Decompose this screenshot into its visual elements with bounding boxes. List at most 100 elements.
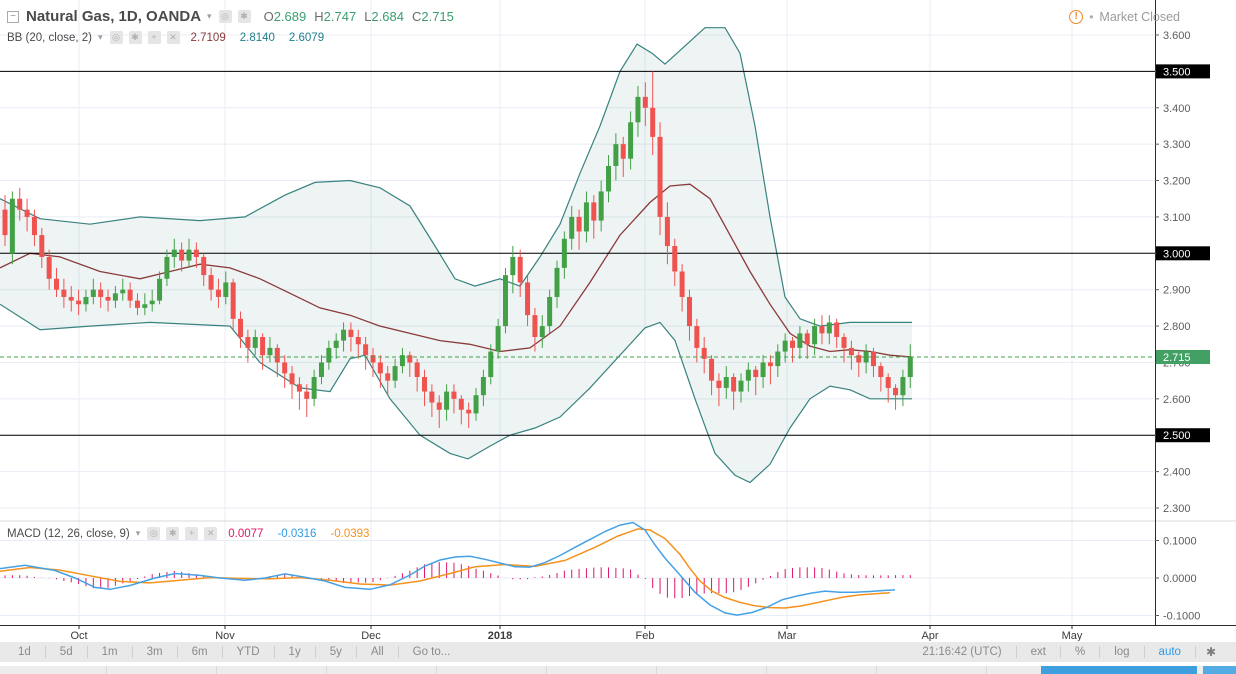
macd-line-value: -0.0316: [277, 527, 317, 540]
range-1m[interactable]: 1m: [101, 646, 118, 658]
time-axis-labels: Oct Nov Dec 2018 Feb Mar Apr May: [70, 625, 1083, 641]
symbol-legend: − Natural Gas, 1D, OANDA ▾ ◎ ✱ O2.689 H2…: [7, 8, 454, 25]
add-icon[interactable]: +: [185, 527, 199, 540]
bottom-toolbar: 1d 5d 1m 3m 6m YTD 1y 5y All Go to... 21…: [0, 642, 1236, 662]
range-ytd[interactable]: YTD: [236, 646, 260, 658]
month-label: May: [1062, 630, 1083, 641]
close-label: C: [411, 9, 422, 24]
high-label: H: [314, 9, 324, 24]
blue-progress-bar-end: [1203, 666, 1236, 674]
price-tick-label: 3.400: [1163, 103, 1191, 115]
month-label: Apr: [921, 630, 938, 641]
clock[interactable]: 21:16:42 (UTC): [922, 646, 1002, 658]
last-price-badge: [1156, 350, 1210, 365]
range-3m[interactable]: 3m: [146, 646, 163, 658]
price-tick-label: 2.900: [1163, 285, 1191, 297]
low-label: L: [364, 9, 372, 24]
bb-title[interactable]: BB (20, close, 2): [7, 31, 93, 44]
add-icon[interactable]: +: [147, 31, 161, 44]
axis-settings: 21:16:42 (UTC) ext % log auto ✱: [908, 645, 1226, 659]
price-levels-layer: [0, 70, 1155, 436]
badge-label: 3.500: [1163, 66, 1191, 78]
divider: [1194, 646, 1196, 658]
ext-toggle[interactable]: ext: [1030, 646, 1046, 658]
collapse-pane-icon[interactable]: −: [7, 10, 19, 23]
price-tick-label: 3.200: [1163, 176, 1191, 188]
bollinger-bands-layer: [0, 27, 913, 484]
status-dot-icon: •: [1089, 10, 1094, 24]
macd-legend: MACD (12, 26, close, 9) ▾ ◎ ✱ + ✕ 0.0077…: [7, 527, 369, 540]
go-to-button[interactable]: Go to...: [412, 646, 451, 658]
market-status-text: Market Closed: [1099, 10, 1180, 24]
divider: [1143, 646, 1145, 658]
range-5y[interactable]: 5y: [329, 646, 342, 658]
auto-toggle[interactable]: auto: [1158, 646, 1181, 658]
close-value: 2.715: [421, 9, 454, 24]
macd-tick-label: -0.1000: [1163, 611, 1200, 623]
axes-layer: [0, 0, 1236, 626]
range-selector: 1d 5d 1m 3m 6m YTD 1y 5y All Go to...: [4, 646, 464, 658]
month-label: Nov: [215, 630, 235, 641]
divider: [1015, 646, 1017, 658]
settings-icon[interactable]: ✱: [237, 10, 251, 23]
ohlc-readout: O2.689 H2.747 L2.684 C2.715: [264, 9, 454, 24]
price-tick-label: 2.400: [1163, 467, 1191, 479]
divider: [314, 646, 316, 658]
low-value: 2.684: [371, 9, 404, 24]
price-level-badge: [1156, 246, 1210, 261]
divider: [44, 646, 46, 658]
divider: [273, 646, 275, 658]
bb-legend: BB (20, close, 2) ▾ ◎ ✱ + ✕ 2.7109 2.814…: [7, 31, 324, 44]
month-label: Oct: [70, 630, 87, 641]
close-icon[interactable]: ✕: [166, 31, 180, 44]
blue-progress-bar: [1041, 666, 1197, 674]
percent-toggle[interactable]: %: [1074, 646, 1086, 658]
bb-basis-value: 2.7109: [190, 31, 226, 44]
high-value: 2.747: [323, 9, 357, 24]
price-tick-label: 3.100: [1163, 212, 1191, 224]
settings-icon[interactable]: ✱: [166, 527, 180, 540]
eye-icon[interactable]: ◎: [218, 10, 232, 23]
bb-lower-value: 2.6079: [288, 31, 325, 44]
price-tick-label: 2.600: [1163, 394, 1191, 406]
candles-layer: [2, 71, 913, 428]
symbol-title[interactable]: Natural Gas, 1D, OANDA: [26, 8, 202, 25]
chart-canvas[interactable]: 3.600 3.500 3.400 3.300 3.200 3.100 3.000 2.900…: [0, 0, 1236, 641]
macd-tick-label: 0.1000: [1163, 536, 1197, 548]
chevron-down-icon[interactable]: ▾: [135, 528, 141, 538]
chevron-down-icon[interactable]: ▾: [98, 32, 103, 42]
eye-icon[interactable]: ◎: [147, 527, 161, 540]
range-all[interactable]: All: [370, 646, 384, 658]
range-1y[interactable]: 1y: [288, 646, 301, 658]
log-toggle[interactable]: log: [1114, 646, 1130, 658]
range-5d[interactable]: 5d: [59, 646, 73, 658]
macd-layer: [0, 521, 911, 616]
price-tick-label: 3.600: [1163, 30, 1191, 42]
divider: [176, 646, 178, 658]
range-6m[interactable]: 6m: [191, 646, 208, 658]
price-level-badge: [1156, 64, 1210, 79]
divider: [221, 646, 223, 658]
month-label: Mar: [778, 630, 797, 641]
eye-icon[interactable]: ◎: [109, 31, 123, 44]
price-tick-label: 2.800: [1163, 321, 1191, 333]
macd-title[interactable]: MACD (12, 26, close, 9): [7, 527, 130, 540]
price-level-badge: [1156, 428, 1210, 443]
open-value: 2.689: [273, 9, 307, 24]
close-icon[interactable]: ✕: [204, 527, 218, 540]
price-tick-label: 2.300: [1163, 503, 1191, 515]
month-label: Feb: [636, 630, 655, 641]
axis-badges: 3.500 3.000 2.500 2.715: [1156, 64, 1210, 443]
divider: [355, 646, 357, 658]
chevron-down-icon[interactable]: ▾: [207, 11, 212, 21]
range-1d[interactable]: 1d: [18, 646, 31, 658]
alert-icon[interactable]: !: [1069, 10, 1084, 24]
price-tick-label: 3.300: [1163, 139, 1191, 151]
month-label: Dec: [361, 630, 381, 641]
divider: [86, 646, 88, 658]
badge-label: 2.715: [1163, 352, 1191, 364]
settings-icon[interactable]: ✱: [128, 31, 142, 44]
macd-hist-value: 0.0077: [228, 527, 264, 540]
gear-icon[interactable]: ✱: [1205, 645, 1216, 659]
